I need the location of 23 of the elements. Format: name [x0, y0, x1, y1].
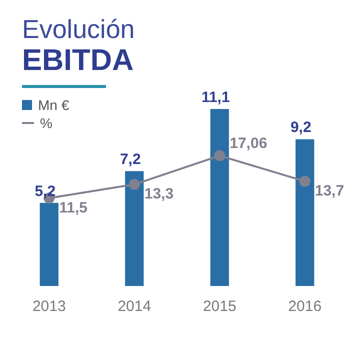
bar — [296, 139, 314, 286]
data-label: 11,1 — [201, 88, 230, 106]
x-tick-label: 2015 — [202, 298, 236, 316]
bar — [40, 202, 58, 286]
data-label: 13,3 — [144, 186, 174, 203]
bar — [125, 171, 144, 286]
data-label: 17,06 — [230, 134, 268, 152]
point — [299, 176, 310, 187]
data-label: 11,5 — [59, 199, 88, 216]
x-tick-label: 2016 — [288, 298, 322, 316]
data-label: 9,2 — [290, 119, 312, 136]
legend-label: % — [40, 115, 52, 131]
chart-title: Evolución — [22, 14, 135, 45]
x-tick-label: 2014 — [118, 298, 152, 316]
chart-subtitle: EBITDA — [22, 44, 134, 78]
data-label: 13,7 — [314, 182, 344, 200]
legend-label: Mn € — [38, 97, 70, 113]
point — [214, 150, 226, 162]
x-tick-label: 2013 — [32, 298, 66, 316]
data-label: 5,2 — [34, 182, 56, 200]
data-label: 7,2 — [120, 151, 141, 168]
point — [128, 178, 140, 190]
bar — [210, 108, 229, 286]
